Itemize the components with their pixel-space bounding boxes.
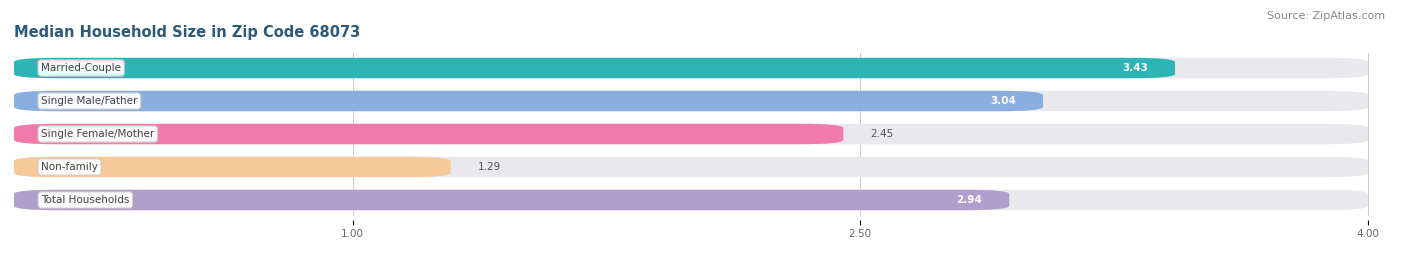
- Text: 3.04: 3.04: [990, 96, 1017, 106]
- FancyBboxPatch shape: [14, 157, 1368, 177]
- Text: Total Households: Total Households: [41, 195, 129, 205]
- Text: Single Male/Father: Single Male/Father: [41, 96, 138, 106]
- FancyBboxPatch shape: [14, 190, 1010, 210]
- Text: Single Female/Mother: Single Female/Mother: [41, 129, 155, 139]
- Text: Median Household Size in Zip Code 68073: Median Household Size in Zip Code 68073: [14, 25, 360, 40]
- FancyBboxPatch shape: [14, 157, 451, 177]
- Text: 2.94: 2.94: [956, 195, 983, 205]
- FancyBboxPatch shape: [14, 124, 1368, 144]
- Text: 3.43: 3.43: [1122, 63, 1147, 73]
- FancyBboxPatch shape: [14, 124, 844, 144]
- Text: 2.45: 2.45: [870, 129, 894, 139]
- Text: 1.29: 1.29: [478, 162, 501, 172]
- Text: Non-family: Non-family: [41, 162, 98, 172]
- FancyBboxPatch shape: [14, 190, 1368, 210]
- FancyBboxPatch shape: [14, 91, 1043, 111]
- FancyBboxPatch shape: [14, 58, 1368, 78]
- FancyBboxPatch shape: [14, 91, 1368, 111]
- FancyBboxPatch shape: [14, 58, 1175, 78]
- Text: Married-Couple: Married-Couple: [41, 63, 121, 73]
- Text: Source: ZipAtlas.com: Source: ZipAtlas.com: [1267, 11, 1385, 21]
